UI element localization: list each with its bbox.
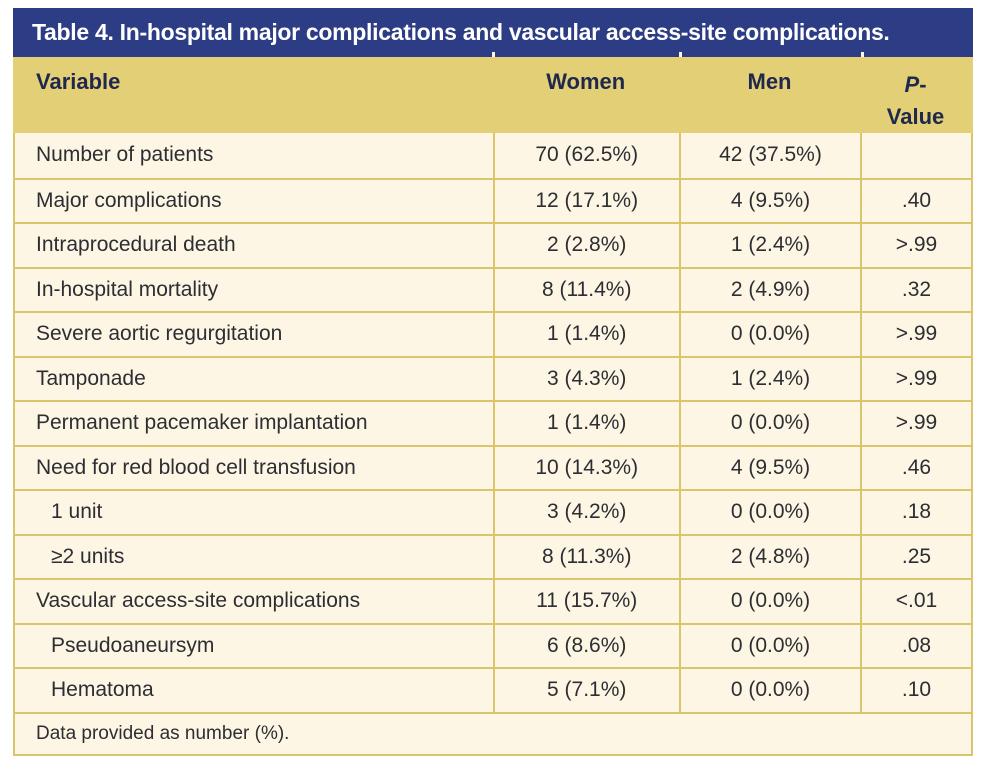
row-variable-cell: Number of patients (36, 143, 214, 167)
table-row: Permanent pacemaker implantation 1 (1.4%… (15, 400, 971, 445)
table-row: In-hospital mortality 8 (11.4%) 2 (4.9%)… (15, 266, 971, 311)
table-row: Pseudoaneursym 6 (8.6%) 0 (0.0%) .08 (15, 622, 971, 667)
row-men-cell: 42 (37.5%) (678, 133, 860, 178)
table-title: Table 4. In-hospital major complications… (32, 19, 890, 45)
row-women-cell: 3 (4.3%) (492, 357, 679, 400)
p-value-italic-part: P (904, 72, 920, 97)
table-row: Major complications 12 (17.1%) 4 (9.5%) … (15, 177, 971, 222)
table-title-bar: Table 4. In-hospital major complications… (13, 8, 973, 57)
row-variable-cell: Tamponade (36, 366, 146, 390)
table-row: Hematoma 5 (7.1%) 0 (0.0%) .10 (15, 667, 971, 712)
row-men-cell: 0 (0.0%) (678, 624, 860, 667)
row-p-value-cell: .10 (860, 669, 971, 712)
row-men-cell: 0 (0.0%) (678, 669, 860, 712)
table-row: Tamponade 3 (4.3%) 1 (2.4%) >.99 (15, 355, 971, 400)
row-women-cell: 8 (11.3%) (492, 535, 679, 578)
column-divider-tick (492, 52, 495, 57)
row-p-value-cell: <.01 (860, 580, 971, 623)
p-value-hyphen: - (919, 72, 927, 97)
row-p-value-cell: .46 (860, 446, 971, 489)
row-men-cell: 0 (0.0%) (678, 313, 860, 356)
table-4-card: Table 4. In-hospital major complications… (13, 8, 973, 756)
row-women-cell: 12 (17.1%) (492, 179, 679, 222)
row-p-value-cell: >.99 (860, 402, 971, 445)
table-row: Need for red blood cell transfusion 10 (… (15, 444, 971, 489)
row-variable-cell: Pseudoaneursym (51, 633, 215, 657)
row-variable-cell: In-hospital mortality (36, 277, 219, 301)
row-women-cell: 6 (8.6%) (492, 624, 679, 667)
column-divider-tick (861, 52, 864, 57)
table-row: Vascular access-site complications 11 (1… (15, 578, 971, 623)
row-variable-cell: Hematoma (51, 678, 154, 702)
row-variable-cell: Severe aortic regurgitation (36, 322, 283, 346)
col-header-p-value: P- Value (860, 57, 971, 133)
row-p-value-cell: >.99 (860, 224, 971, 267)
table-row: 1 unit 3 (4.2%) 0 (0.0%) .18 (15, 489, 971, 534)
row-women-cell: 2 (2.8%) (492, 224, 679, 267)
table-row: ≥2 units 8 (11.3%) 2 (4.8%) .25 (15, 533, 971, 578)
row-p-value-cell: >.99 (860, 313, 971, 356)
row-men-cell: 0 (0.0%) (678, 580, 860, 623)
col-header-women: Women (546, 69, 626, 94)
table-header-row: Variable Women Men P- Value (13, 57, 973, 133)
row-variable-cell: Vascular access-site complications (36, 589, 361, 613)
row-women-cell: 11 (15.7%) (492, 580, 679, 623)
row-variable-cell: Major complications (36, 188, 222, 212)
column-divider-tick (679, 52, 682, 57)
row-women-cell: 1 (1.4%) (492, 402, 679, 445)
row-women-cell: 5 (7.1%) (492, 669, 679, 712)
row-men-cell: 0 (0.0%) (678, 491, 860, 534)
col-header-variable: Variable (36, 69, 121, 94)
table-footnote: Data provided as number (%). (36, 722, 290, 744)
row-p-value-cell: .32 (860, 268, 971, 311)
row-variable-cell: Permanent pacemaker implantation (36, 411, 368, 435)
p-value-second-line: Value (886, 103, 945, 129)
table-row: Intraprocedural death 2 (2.8%) 1 (2.4%) … (15, 222, 971, 267)
row-variable-cell: Intraprocedural death (36, 233, 236, 257)
row-women-cell: 8 (11.4%) (492, 268, 679, 311)
col-header-men: Men (747, 69, 792, 94)
row-women-cell: 3 (4.2%) (492, 491, 679, 534)
row-men-cell: 2 (4.9%) (678, 268, 860, 311)
table-body: Number of patients 70 (62.5%) 42 (37.5%)… (13, 133, 973, 756)
row-women-cell: 1 (1.4%) (492, 313, 679, 356)
row-variable-cell: ≥2 units (51, 544, 125, 568)
row-men-cell: 4 (9.5%) (678, 179, 860, 222)
row-p-value-cell: .25 (860, 535, 971, 578)
row-p-value-cell: >.99 (860, 357, 971, 400)
row-p-value-cell: .40 (860, 179, 971, 222)
row-p-value-cell: .18 (860, 491, 971, 534)
table-row: Number of patients 70 (62.5%) 42 (37.5%) (15, 133, 971, 178)
row-women-cell: 10 (14.3%) (492, 446, 679, 489)
table-footnote-row: Data provided as number (%). (15, 711, 971, 754)
row-women-cell: 70 (62.5%) (492, 133, 679, 178)
table-row: Severe aortic regurgitation 1 (1.4%) 0 (… (15, 311, 971, 356)
row-variable-cell: Need for red blood cell transfusion (36, 455, 356, 479)
row-p-value-cell (860, 133, 971, 178)
row-p-value-cell: .08 (860, 624, 971, 667)
row-men-cell: 2 (4.8%) (678, 535, 860, 578)
row-men-cell: 1 (2.4%) (678, 224, 860, 267)
row-men-cell: 4 (9.5%) (678, 446, 860, 489)
row-variable-cell: 1 unit (51, 500, 103, 524)
row-men-cell: 1 (2.4%) (678, 357, 860, 400)
row-men-cell: 0 (0.0%) (678, 402, 860, 445)
